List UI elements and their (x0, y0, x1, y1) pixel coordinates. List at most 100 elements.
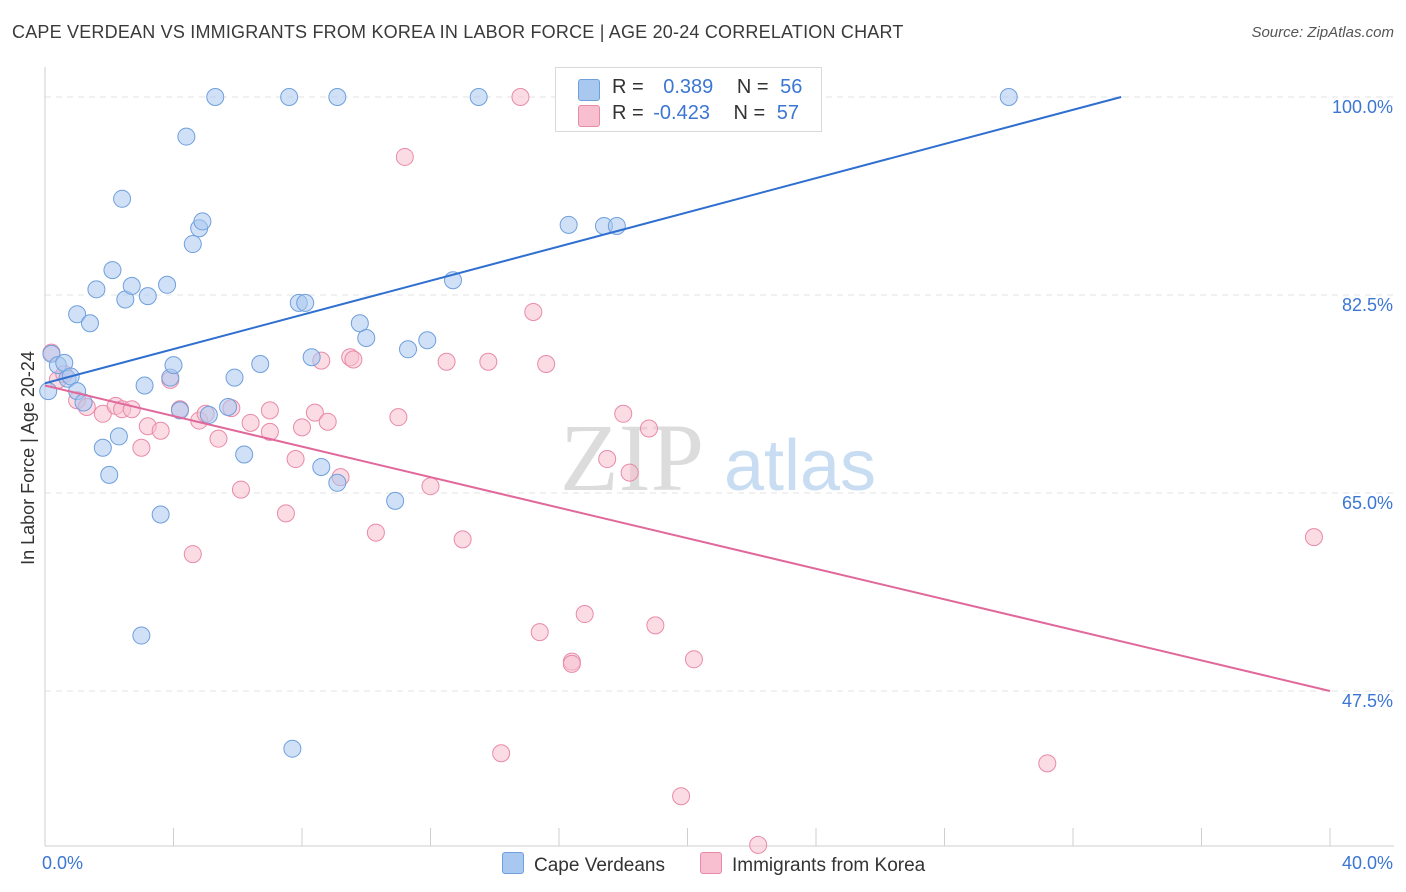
cape-verdean-point (109, 427, 128, 446)
legend-swatch-pink (578, 105, 600, 127)
cape-verdean-point (283, 739, 302, 758)
cape-verdean-point (183, 235, 202, 254)
y-tick-label: 65.0% (1342, 493, 1393, 513)
cape-verdean-point (132, 626, 151, 645)
korea-point (421, 477, 440, 496)
korea-trend-line (44, 384, 1331, 692)
cape-verdean-point (39, 382, 58, 401)
korea-point (672, 787, 691, 806)
korea-point (293, 418, 311, 437)
cape-verdean-point (199, 405, 218, 424)
cape-verdean-point (235, 445, 254, 464)
legend-r-value: -0.423 (653, 102, 710, 124)
cape-verdean-point (135, 376, 154, 395)
cape-verdean-point (999, 87, 1018, 106)
korea-point (1304, 528, 1323, 547)
cape-verdean-point (469, 87, 488, 106)
cape-verdean-point (280, 87, 299, 106)
korea-point (231, 480, 250, 499)
korea-point (749, 835, 768, 854)
korea-point (598, 450, 617, 469)
watermark: ZIP atlas (560, 404, 876, 511)
cape-verdean-point (312, 457, 331, 476)
axes (44, 67, 1394, 847)
korea-point (183, 545, 202, 564)
cape-verdean-point (399, 340, 418, 359)
bottom-legend-label: Immigrants from Korea (732, 855, 926, 876)
cape-verdean-point (328, 473, 347, 492)
korea-point (93, 404, 112, 423)
korea-point (318, 412, 337, 431)
korea-point (479, 352, 498, 371)
cape-verdean-point (68, 305, 87, 324)
bottom-legend-korea: Immigrants from Korea (700, 852, 925, 877)
korea-point (260, 422, 279, 441)
cape-verdean-point (328, 87, 347, 106)
cape-verdean-point (103, 261, 122, 280)
legend-n-label: N = (736, 76, 769, 98)
cape-verdean-point (87, 280, 106, 299)
cape-verdean-point (296, 293, 315, 312)
cape-verdean-point (158, 275, 177, 294)
cape-verdean-point (302, 348, 321, 367)
legend-n-value: 56 (780, 76, 803, 98)
korea-point (395, 147, 414, 166)
cape-verdean-point (418, 331, 437, 350)
legend-n-label: N = (733, 102, 766, 124)
korea-point (122, 400, 141, 419)
legend-r-label: R = (612, 76, 644, 98)
cape-verdean-trend-line (44, 96, 1122, 385)
korea-point (366, 523, 385, 542)
legend-n-value: 57 (776, 102, 800, 124)
legend-r-label: R = (612, 102, 644, 124)
cape-verdean-point (170, 401, 189, 420)
korea-point (453, 530, 472, 549)
cape-verdean-point (100, 465, 119, 484)
cape-verdean-point (113, 189, 132, 208)
korea-point (537, 354, 556, 373)
y-tick-label: 100.0% (1332, 97, 1393, 117)
korea-point (575, 605, 594, 624)
trend-lines (44, 96, 1331, 692)
cape-verdean-point (80, 314, 99, 333)
korea-point (132, 438, 151, 457)
legend-r-value: 0.389 (663, 76, 714, 98)
correlation-legend: R = 0.389 N = 56 R = -0.423 N = 57 (555, 67, 822, 132)
cape-verdean-point (206, 87, 225, 106)
bottom-legend-swatch-blue (502, 852, 524, 874)
korea-point (276, 504, 295, 523)
cape-verdean-point (251, 354, 270, 373)
cape-verdean-point (138, 287, 157, 306)
bottom-legend-cape-verdeans: Cape Verdeans (502, 852, 665, 877)
korea-point (684, 650, 703, 669)
korea-point (639, 419, 658, 438)
series-cape-verdeans-points (39, 87, 1018, 758)
korea-point (286, 450, 305, 469)
y-tick-label: 47.5% (1342, 691, 1393, 711)
source-label: Source: ZipAtlas.com (1251, 24, 1394, 41)
cape-verdean-point (193, 212, 212, 231)
cape-verdean-point (386, 491, 405, 510)
bottom-legend-swatch-pink (700, 852, 722, 874)
y-tick-label: 82.5% (1342, 295, 1393, 315)
korea-point (511, 87, 530, 106)
watermark-zip: ZIP (560, 404, 704, 511)
korea-point (492, 744, 511, 763)
cape-verdean-point (219, 397, 238, 416)
bottom-legend-label: Cape Verdeans (534, 855, 665, 876)
korea-point (620, 463, 639, 482)
cape-verdean-point (357, 328, 376, 347)
korea-point (151, 421, 170, 440)
cape-verdean-point (225, 368, 244, 387)
korea-point (614, 404, 633, 423)
korea-point (260, 401, 279, 420)
gridlines (45, 96, 1394, 692)
korea-point (530, 623, 549, 642)
watermark-atlas: atlas (724, 426, 876, 506)
cape-verdean-point (164, 356, 183, 375)
korea-point (389, 408, 408, 427)
legend-swatch-blue (578, 79, 600, 101)
x-tick-label: 40.0% (1342, 853, 1393, 873)
korea-point (562, 654, 581, 673)
